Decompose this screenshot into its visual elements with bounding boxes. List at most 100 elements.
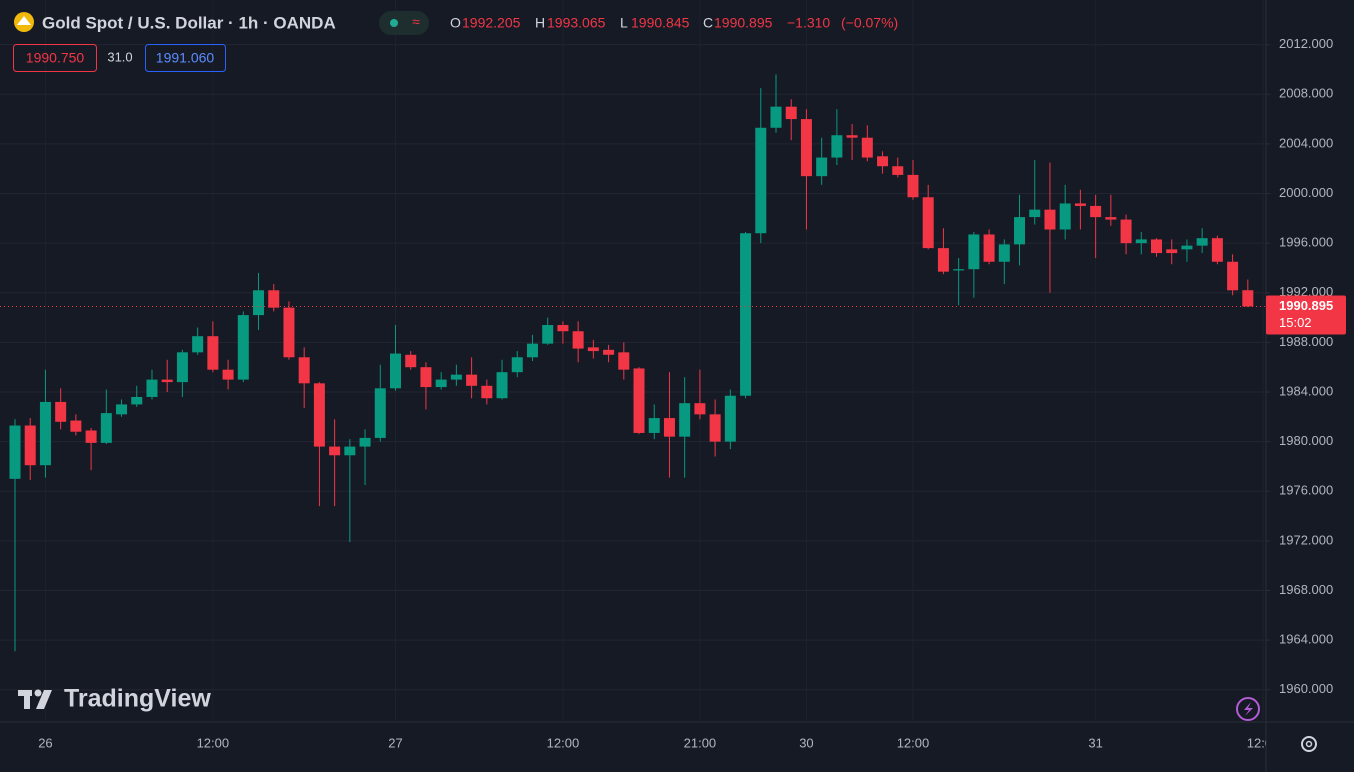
candle-body (222, 369, 234, 380)
y-tick-label: 1964.000 (1279, 632, 1333, 647)
candle-body (800, 119, 812, 177)
candle-body (9, 425, 21, 479)
high-label: H (535, 15, 545, 31)
candle-body (1059, 203, 1071, 230)
candle-body (24, 425, 36, 466)
candle-body (998, 244, 1010, 262)
candle-body (526, 343, 538, 358)
candle-body (542, 325, 554, 344)
y-tick-label: 2000.000 (1279, 185, 1333, 200)
candle-body (283, 307, 295, 358)
buy-button[interactable] (145, 44, 226, 72)
candle-body (390, 353, 401, 389)
candle-body (1196, 238, 1208, 246)
candle-body (85, 430, 97, 443)
y-tick-label: 1992.000 (1279, 284, 1333, 299)
y-tick-label: 1980.000 (1279, 433, 1333, 448)
candle-body (176, 352, 188, 383)
candle-body (511, 357, 523, 373)
candle-body (131, 396, 143, 405)
settings-icon[interactable] (1301, 736, 1317, 752)
ask-price: 1991.060 (156, 50, 215, 66)
low-label: L (620, 15, 628, 31)
candle-body (420, 367, 432, 388)
candle-body (983, 234, 995, 262)
sell-button[interactable] (13, 44, 97, 72)
candle-body (313, 383, 325, 447)
candle-body (100, 413, 112, 443)
candle-body (1135, 239, 1147, 244)
candle-body (496, 372, 508, 399)
candle-body (450, 374, 462, 380)
candle-body (953, 269, 965, 271)
candle-body (481, 385, 493, 399)
candle-body (785, 106, 797, 120)
change-value: −1.310 (787, 15, 830, 31)
candle-body (192, 336, 204, 353)
candle-body (146, 379, 158, 397)
candle-body (435, 379, 447, 388)
last-price-box (1266, 295, 1346, 335)
market-status-dot (390, 19, 398, 27)
candle-body (466, 374, 478, 386)
candle-body (39, 401, 51, 466)
candle-body (816, 157, 828, 177)
candle-body (663, 418, 675, 437)
candle-body (1029, 209, 1041, 218)
x-tick-label: 27 (388, 735, 402, 750)
y-tick-label: 2008.000 (1279, 86, 1333, 101)
candle-body (922, 197, 934, 249)
candle-body (968, 234, 980, 270)
candle-body (1044, 209, 1056, 230)
candle-body (1181, 245, 1193, 250)
candle-body (1120, 219, 1132, 244)
y-tick-label: 1988.000 (1279, 334, 1333, 349)
candle-body (253, 290, 265, 316)
candle-body (633, 368, 645, 433)
candle-body (1090, 205, 1102, 218)
x-tick-label: 12:00 (197, 735, 230, 750)
watermark-logo (18, 689, 52, 709)
candle-body (1151, 239, 1162, 254)
candle-body (937, 248, 949, 272)
candle-body (770, 106, 782, 128)
candle-body (359, 437, 371, 447)
candle-body (374, 388, 386, 438)
candle-body (724, 395, 736, 442)
candle-body (572, 331, 584, 349)
candle-body (877, 156, 889, 167)
candle-body (861, 137, 873, 158)
price-axis: 1960.000 1964.000 1968.000 1972.000 1976.000… (1266, 36, 1333, 696)
data-status-icon: ≈ (412, 14, 420, 30)
candle-body (1227, 261, 1239, 291)
candle-body (55, 401, 67, 422)
candle-body (709, 414, 721, 442)
open-value: 1992.205 (462, 15, 521, 31)
candle-body (892, 166, 904, 175)
open-label: O (450, 15, 461, 31)
candle-body (1105, 217, 1117, 220)
x-tick-label: 31 (1088, 735, 1102, 750)
candle-body (846, 135, 858, 138)
last-price: 1990.895 15:02 (0, 295, 1346, 335)
watermark-text: TradingView (64, 685, 211, 713)
alert-icon[interactable] (1236, 697, 1260, 721)
countdown: 15:02 (1279, 315, 1312, 330)
change-percent: (−0.07%) (841, 15, 898, 31)
alert-icon-glyph (1244, 702, 1253, 716)
time-axis: 26 12:00 27 12:00 21:00 30 12:00 31 12:00 (38, 735, 1280, 750)
candle-body (1074, 203, 1086, 206)
x-tick-label: 30 (799, 735, 813, 750)
low-value: 1990.845 (631, 15, 690, 31)
status-pill[interactable] (379, 11, 429, 35)
x-tick-label: 12:00 (1247, 735, 1280, 750)
candle-body (268, 290, 280, 308)
candle-body (405, 354, 417, 368)
x-tick-label: 12:00 (547, 735, 580, 750)
x-tick-label: 12:00 (897, 735, 930, 750)
candle-body (603, 349, 615, 355)
symbol-icon-glyph (17, 16, 31, 25)
close-label: C (703, 15, 713, 31)
